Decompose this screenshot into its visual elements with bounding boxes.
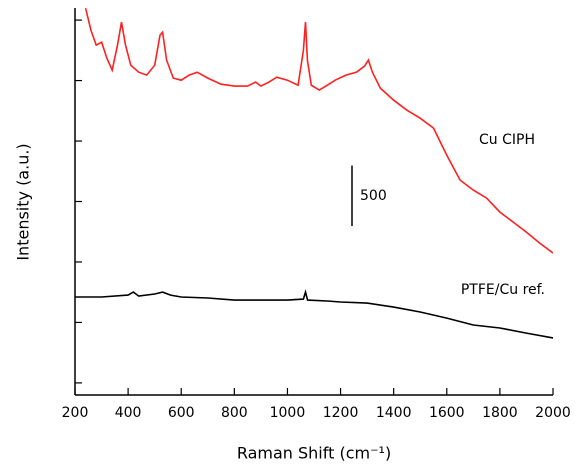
scale-bar-label: 500 — [360, 188, 387, 204]
x-tick-label: 1400 — [376, 405, 412, 421]
y-axis-title: Intensity (a.u.) — [14, 143, 33, 260]
x-tick-label: 200 — [62, 405, 89, 421]
x-tick-label: 2000 — [535, 405, 571, 421]
series-label: PTFE/Cu ref. — [461, 282, 545, 298]
x-tick-label: 1000 — [270, 405, 306, 421]
x-tick-label: 1600 — [429, 405, 465, 421]
x-tick-label: 800 — [221, 405, 248, 421]
x-tick-label: 1800 — [482, 405, 518, 421]
series-label: Cu CIPH — [479, 132, 535, 148]
x-axis-title: Raman Shift (cm⁻¹) — [237, 444, 391, 463]
x-tick-label: 1200 — [323, 405, 359, 421]
series-line — [75, 289, 553, 339]
x-tick-label: 600 — [168, 405, 195, 421]
x-tick-label: 400 — [115, 405, 142, 421]
series-line — [84, 8, 553, 254]
